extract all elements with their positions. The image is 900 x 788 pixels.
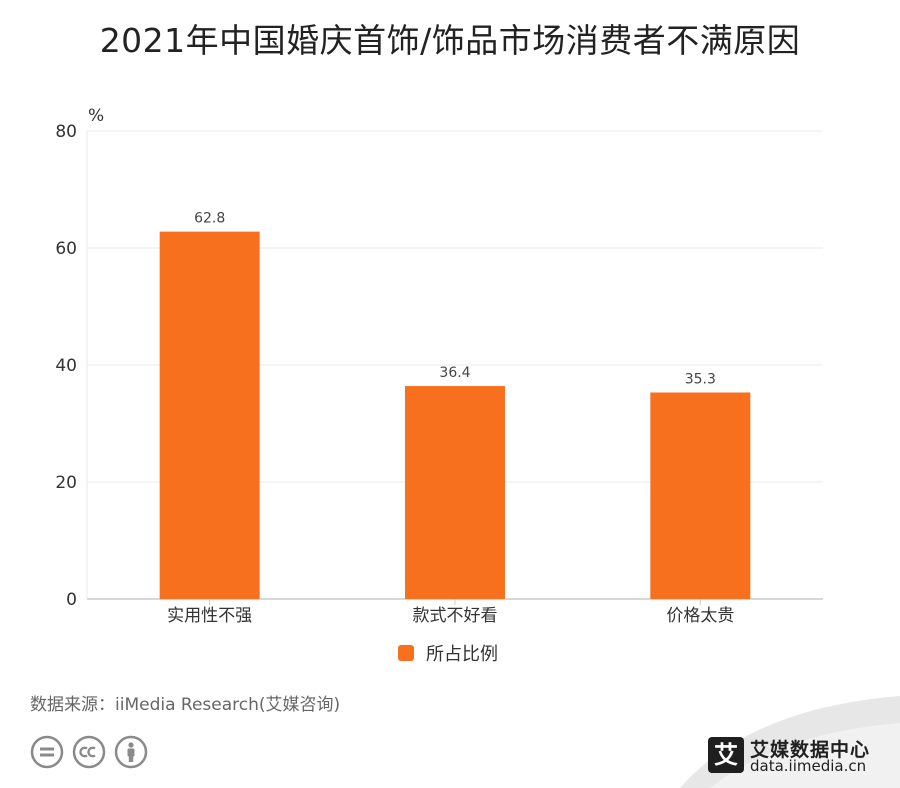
y-tick-label: 80 [55,122,77,142]
bars [159,231,751,599]
license-icons [30,735,148,769]
y-axis-unit: % [88,106,104,126]
y-tick-label: 40 [55,356,77,376]
y-tick-label: 20 [55,473,77,493]
bar [405,386,505,599]
brand-logo: 艾 [708,737,744,773]
x-axis-ticks: 实用性不强 款式不好看 价格太贵 [167,599,734,626]
cc-icon [72,735,106,769]
brand-name: 艾媒数据中心 [750,739,871,761]
legend-label: 所占比例 [426,644,498,665]
bar [159,231,260,599]
x-tick-label: 款式不好看 [413,606,498,626]
data-label: 35.3 [685,371,716,387]
data-source: 数据来源：iiMedia Research(艾媒咨询) [30,695,341,715]
data-label: 62.8 [194,211,225,227]
equals-icon [30,735,64,769]
bar-chart: % 0 20 40 60 80 62.8 36.4 35.3 实用性不强 款式不好看 价格太贵 [55,106,823,626]
y-axis-ticks: 0 20 40 60 80 [55,122,77,610]
data-labels: 62.8 36.4 35.3 [194,211,716,388]
chart-title: 2021年中国婚庆首饰/饰品市场消费者不满原因 [99,21,801,60]
legend-swatch [398,645,414,661]
bar [650,392,751,599]
x-tick-label: 价格太贵 [666,606,734,626]
x-tick-label: 实用性不强 [167,606,252,626]
brand-watermark: 艾 艾媒数据中心 data.iimedia.cn [708,735,878,777]
legend[interactable]: 所占比例 [0,640,900,666]
data-label: 36.4 [439,365,470,381]
y-tick-label: 60 [55,239,77,259]
y-tick-label: 0 [66,590,77,610]
brand-url: data.iimedia.cn [750,757,867,775]
person-icon [114,735,148,769]
